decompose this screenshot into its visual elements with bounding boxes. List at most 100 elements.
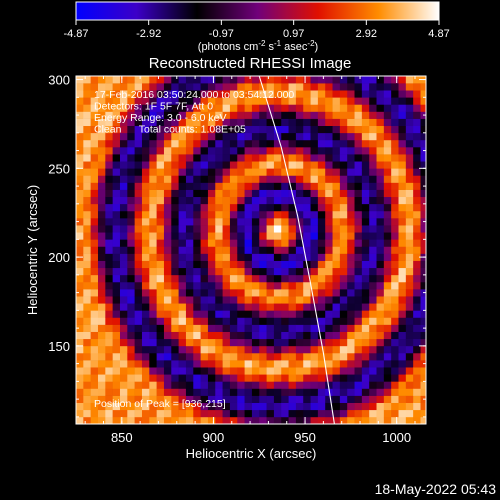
heatmap-cell: [134, 189, 143, 198]
heatmap-cell: [193, 260, 201, 269]
heatmap-cell: [171, 395, 179, 403]
heatmap-cell: [178, 196, 187, 205]
heatmap-cell: [383, 225, 392, 233]
heatmap-cell: [171, 90, 179, 98]
heatmap-cell: [141, 303, 150, 311]
heatmap-cell: [369, 83, 377, 91]
heatmap-cell: [295, 168, 304, 176]
heatmap-cell: [163, 416, 172, 424]
heatmap-cell: [156, 189, 165, 198]
heatmap-cell: [310, 76, 319, 84]
heatmap-cell: [339, 395, 348, 403]
heatmap-cell: [156, 182, 165, 190]
heatmap-cell: [90, 281, 99, 290]
heatmap-cell: [200, 409, 209, 418]
heatmap-cell: [90, 416, 99, 424]
heatmap-cell: [266, 338, 275, 347]
heatmap-cell: [310, 196, 319, 205]
heatmap-cell: [369, 274, 377, 283]
heatmap-cell: [119, 118, 128, 127]
heatmap-cell: [398, 395, 407, 403]
heatmap-cell: [244, 83, 253, 91]
heatmap-cell: [273, 310, 282, 318]
heatmap-cell: [237, 104, 245, 112]
heatmap-cell: [156, 310, 165, 318]
heatmap-cell: [281, 196, 289, 205]
heatmap-cell: [112, 232, 121, 240]
heatmap-cell: [347, 139, 355, 148]
heatmap-cell: [149, 90, 157, 98]
heatmap-cell: [325, 352, 333, 361]
heatmap-cell: [317, 175, 326, 183]
heatmap-cell: [156, 246, 165, 254]
heatmap-cell: [332, 218, 341, 226]
heatmap-cell: [149, 132, 157, 141]
heatmap-cell: [76, 139, 84, 148]
heatmap-cell: [207, 395, 216, 403]
heatmap-cell: [112, 203, 121, 212]
heatmap-cell: [222, 281, 231, 290]
heatmap-cell: [207, 324, 216, 332]
heatmap-cell: [229, 83, 238, 91]
heatmap-cell: [178, 331, 187, 340]
heatmap-cell: [83, 260, 91, 269]
heatmap-cell: [413, 395, 421, 403]
heatmap-cell: [149, 246, 157, 254]
heatmap-cell: [273, 360, 282, 368]
heatmap-cell: [361, 367, 370, 375]
heatmap-cell: [398, 239, 407, 247]
heatmap-cell: [288, 175, 297, 183]
heatmap-cell: [281, 260, 289, 269]
heatmap-cell: [354, 381, 363, 389]
heatmap-cell: [149, 104, 157, 112]
heatmap-cell: [273, 338, 282, 347]
heatmap-cell: [266, 132, 275, 141]
heatmap-cell: [295, 83, 304, 91]
heatmap-cell: [325, 218, 333, 226]
heatmap-cell: [339, 416, 348, 424]
heatmap-cell: [369, 210, 377, 219]
heatmap-cell: [347, 367, 355, 375]
heatmap-cell: [310, 324, 319, 332]
heatmap-cell: [273, 395, 282, 403]
heatmap-cell: [413, 317, 421, 325]
heatmap-cell: [383, 303, 392, 311]
heatmap-cell: [273, 381, 282, 389]
heatmap-cell: [171, 210, 179, 219]
heatmap-cell: [163, 118, 172, 127]
heatmap-cell: [303, 388, 311, 396]
heatmap-cell: [185, 97, 194, 105]
heatmap-cell: [391, 367, 399, 375]
heatmap-cell: [200, 182, 209, 190]
heatmap-cell: [413, 416, 421, 424]
heatmap-cell: [141, 139, 150, 148]
heatmap-cell: [339, 253, 348, 261]
heatmap-cell: [215, 395, 223, 403]
heatmap-cell: [288, 210, 297, 219]
heatmap-cell: [97, 83, 106, 91]
heatmap-cell: [112, 189, 121, 198]
heatmap-cell: [339, 154, 348, 162]
heatmap-cell: [90, 352, 99, 361]
heatmap-cell: [325, 360, 333, 368]
heatmap-cell: [76, 154, 84, 162]
heatmap-cell: [376, 338, 385, 347]
heatmap-cell: [420, 303, 426, 311]
heatmap-cell: [90, 324, 99, 332]
heatmap-cell: [251, 296, 260, 304]
heatmap-cell: [83, 289, 91, 297]
heatmap-cell: [83, 317, 91, 325]
heatmap-cell: [200, 260, 209, 269]
heatmap-cell: [376, 225, 385, 233]
heatmap-cell: [215, 381, 223, 389]
heatmap-cell: [420, 203, 426, 212]
heatmap-cell: [259, 338, 267, 347]
heatmap-cell: [149, 324, 157, 332]
heatmap-cell: [193, 125, 201, 134]
heatmap-cell: [361, 416, 370, 424]
heatmap-cell: [163, 90, 172, 98]
heatmap-cell: [339, 274, 348, 283]
heatmap-cell: [112, 317, 121, 325]
heatmap-cell: [369, 381, 377, 389]
heatmap-cell: [295, 345, 304, 354]
